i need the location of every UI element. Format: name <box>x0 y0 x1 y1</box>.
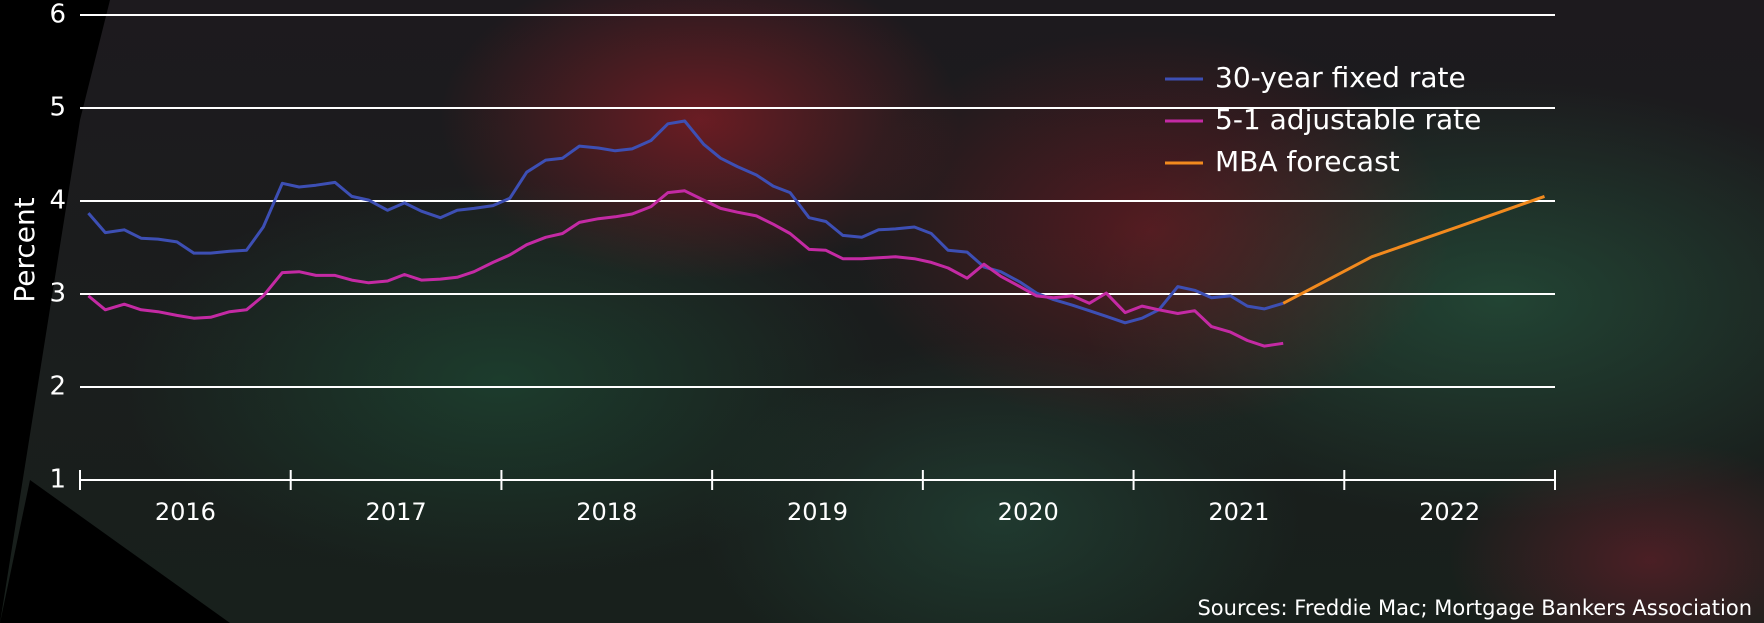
y-tick-label: 2 <box>49 372 66 402</box>
y-tick-label: 3 <box>49 279 66 309</box>
source-note: Sources: Freddie Mac; Mortgage Bankers A… <box>1197 596 1752 620</box>
y-tick-label: 5 <box>49 93 66 123</box>
x-tick-label: 2021 <box>1208 498 1269 526</box>
x-tick-label: 2022 <box>1419 498 1480 526</box>
y-tick-label: 1 <box>49 465 66 495</box>
chart-container: Percent Sources: Freddie Mac; Mortgage B… <box>0 0 1764 623</box>
x-tick-label: 2020 <box>998 498 1059 526</box>
legend-label: 30-year fixed rate <box>1215 61 1466 94</box>
x-tick-label: 2019 <box>787 498 848 526</box>
series-line <box>1283 196 1544 303</box>
legend-label: 5-1 adjustable rate <box>1215 103 1481 136</box>
y-tick-label: 4 <box>49 186 66 216</box>
x-tick-label: 2016 <box>155 498 216 526</box>
y-tick-label: 6 <box>49 0 66 30</box>
x-tick-label: 2017 <box>366 498 427 526</box>
x-tick-label: 2018 <box>576 498 637 526</box>
y-axis-label: Percent <box>8 197 41 302</box>
chart: Percent Sources: Freddie Mac; Mortgage B… <box>0 0 1764 623</box>
legend-label: MBA forecast <box>1215 145 1400 178</box>
